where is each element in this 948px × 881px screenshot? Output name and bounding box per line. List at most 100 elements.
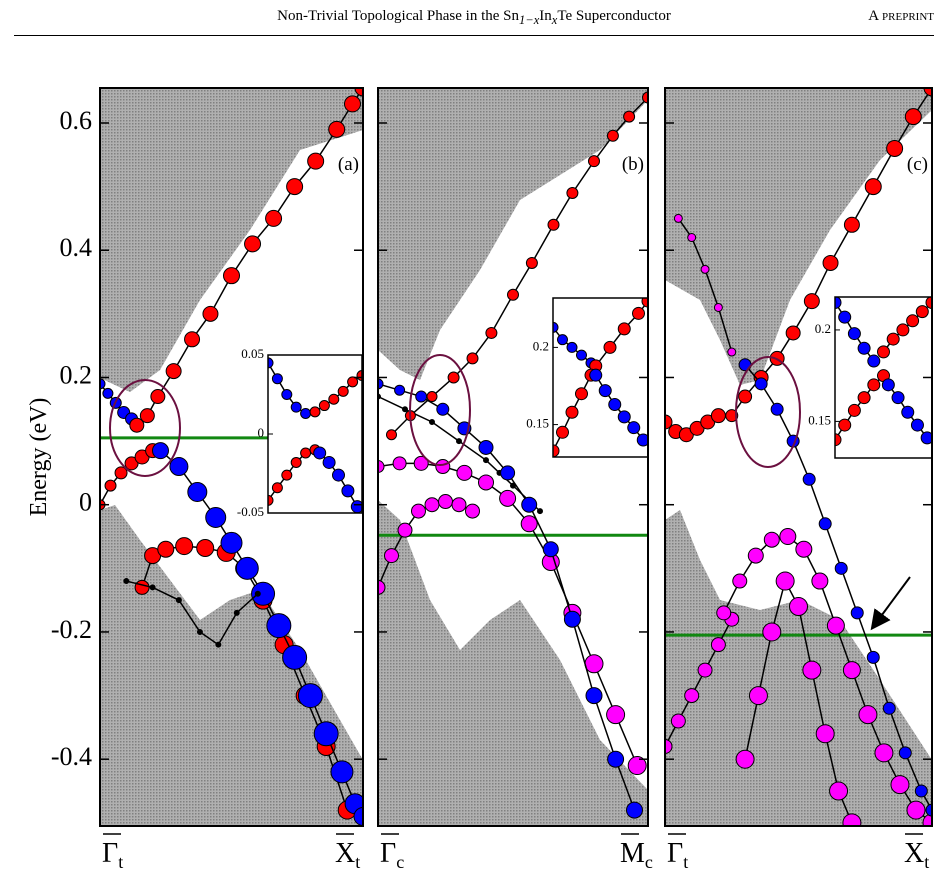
- band-point: [747, 547, 764, 564]
- band-point: [205, 506, 227, 528]
- band-point: [300, 447, 312, 459]
- x-label-subscript: t: [683, 852, 688, 872]
- band-point: [251, 581, 276, 606]
- title-subscript: x: [551, 13, 558, 27]
- band-point: [347, 376, 359, 388]
- band-point: [102, 387, 114, 399]
- band-point: [866, 650, 880, 664]
- band-point: [244, 235, 262, 253]
- band-point: [842, 661, 861, 680]
- band-point: [906, 800, 926, 820]
- band-point: [332, 468, 345, 482]
- panel-frame: [664, 87, 933, 827]
- band-point: [124, 456, 139, 471]
- band-point: [499, 489, 517, 507]
- band-point: [114, 466, 128, 480]
- x-label-subscript: t: [924, 852, 929, 872]
- band-point: [187, 481, 208, 502]
- panel-frame: [377, 87, 649, 827]
- band-point: [598, 384, 612, 398]
- band-point: [874, 743, 894, 763]
- band-point: [735, 749, 755, 769]
- band-point: [157, 540, 175, 558]
- band-point: [850, 606, 864, 620]
- band-point: [665, 738, 673, 754]
- band-point: [925, 297, 932, 309]
- y-axis-label: Energy (eV): [26, 398, 52, 517]
- band-point: [123, 578, 130, 585]
- inset-tick-label: 0.15: [808, 412, 831, 427]
- band-point: [617, 410, 631, 424]
- inset-tick-label: -0.05: [237, 504, 264, 519]
- band-point: [435, 459, 451, 475]
- band-point: [608, 398, 622, 412]
- panel-frame: [99, 87, 364, 827]
- band-point: [881, 378, 895, 392]
- band-point: [542, 541, 559, 558]
- band-point: [923, 88, 932, 97]
- band-point: [282, 644, 308, 670]
- band-point: [838, 418, 852, 432]
- band-point: [266, 613, 292, 639]
- band-point: [134, 579, 150, 595]
- band-point: [563, 610, 581, 628]
- band-point: [802, 472, 816, 486]
- band-point: [411, 503, 426, 519]
- band-point: [779, 528, 797, 546]
- y-tick-label: -0.4: [51, 742, 92, 771]
- band-point: [575, 387, 588, 401]
- band-point: [525, 256, 538, 269]
- band-point: [150, 389, 166, 405]
- arrow: [870, 576, 911, 631]
- header-rule: [14, 35, 934, 36]
- x-label-subscript: c: [396, 852, 404, 872]
- band-point: [565, 405, 579, 419]
- band-point: [789, 597, 808, 617]
- band-point: [727, 347, 737, 357]
- band-point: [842, 813, 862, 826]
- band-point: [202, 305, 219, 322]
- band-point: [537, 508, 543, 515]
- band-point: [322, 455, 336, 469]
- band-point: [589, 368, 603, 382]
- band-point: [606, 129, 619, 142]
- band-point: [175, 537, 194, 556]
- x-label-subscript: t: [355, 852, 360, 872]
- bulk-region: [100, 88, 363, 392]
- highlight-ellipse: [109, 379, 181, 477]
- band-point: [673, 213, 683, 223]
- title-text: Te Superconductor: [557, 8, 671, 24]
- band-point: [313, 446, 327, 460]
- x-label-symbol: Γ: [667, 838, 683, 869]
- band-point: [378, 378, 384, 390]
- band-point: [867, 354, 881, 368]
- band-point: [500, 465, 516, 481]
- title-text: Non-Trivial Topological Phase in the Sn: [277, 8, 520, 24]
- band-point: [271, 373, 283, 385]
- band-point: [770, 402, 784, 416]
- inset-tick-label: 0.2: [533, 338, 549, 353]
- band-point: [867, 378, 881, 392]
- band-point: [196, 538, 215, 557]
- band-point: [822, 254, 839, 271]
- inset: [268, 357, 362, 513]
- band-point: [847, 327, 861, 341]
- band-point: [384, 548, 399, 564]
- band-point: [684, 688, 700, 704]
- band-point: [341, 484, 355, 498]
- band-point: [754, 377, 768, 391]
- band-point: [392, 456, 407, 471]
- band-point: [762, 622, 782, 642]
- band-point: [553, 444, 560, 457]
- band-point: [670, 713, 686, 729]
- band-point: [687, 233, 697, 243]
- band-point: [429, 419, 435, 426]
- band-point: [882, 701, 896, 715]
- band-point: [795, 540, 813, 558]
- band-point: [627, 421, 641, 435]
- band-point: [847, 403, 861, 417]
- band-point: [857, 391, 871, 405]
- band-point: [803, 293, 820, 310]
- band-point: [802, 660, 822, 680]
